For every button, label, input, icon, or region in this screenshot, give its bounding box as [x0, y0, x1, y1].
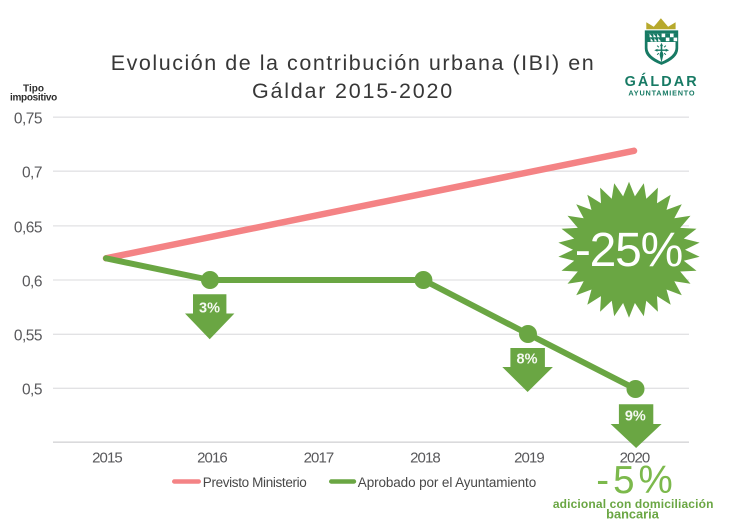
- svg-text:0,6: 0,6: [22, 273, 42, 290]
- svg-text:2016: 2016: [197, 450, 227, 467]
- svg-text:Gáldar 2015-2020: Gáldar 2015-2020: [252, 79, 454, 103]
- svg-text:impositivo: impositivo: [10, 92, 57, 103]
- svg-text:GÁLDAR: GÁLDAR: [625, 73, 699, 90]
- svg-text:0,7: 0,7: [22, 165, 42, 182]
- svg-text:bancaria: bancaria: [606, 507, 660, 522]
- svg-text:2020: 2020: [620, 450, 650, 467]
- svg-text:Aprobado por el Ayuntamiento: Aprobado por el Ayuntamiento: [358, 475, 536, 490]
- svg-text:8%: 8%: [517, 352, 538, 368]
- svg-text:-25%: -25%: [575, 224, 682, 277]
- svg-text:2019: 2019: [514, 450, 544, 467]
- svg-text:Previsto Ministerio: Previsto Ministerio: [203, 475, 307, 490]
- svg-text:-5%: -5%: [596, 459, 676, 502]
- svg-text:0,75: 0,75: [14, 111, 42, 128]
- svg-text:3%: 3%: [199, 301, 220, 317]
- svg-text:0,5: 0,5: [22, 382, 42, 399]
- svg-text:Evolución de la contribución u: Evolución de la contribución urbana (IBI…: [111, 51, 595, 75]
- svg-text:0,65: 0,65: [14, 219, 42, 236]
- svg-text:2015: 2015: [92, 450, 122, 467]
- svg-text:AYUNTAMIENTO: AYUNTAMIENTO: [628, 88, 695, 97]
- svg-text:2018: 2018: [410, 450, 440, 467]
- svg-text:adicional con domiciliación: adicional con domiciliación: [553, 497, 714, 511]
- svg-text:Tipo: Tipo: [23, 83, 44, 94]
- svg-text:0,55: 0,55: [14, 328, 42, 345]
- svg-text:2017: 2017: [304, 450, 334, 467]
- svg-text:9%: 9%: [625, 409, 646, 425]
